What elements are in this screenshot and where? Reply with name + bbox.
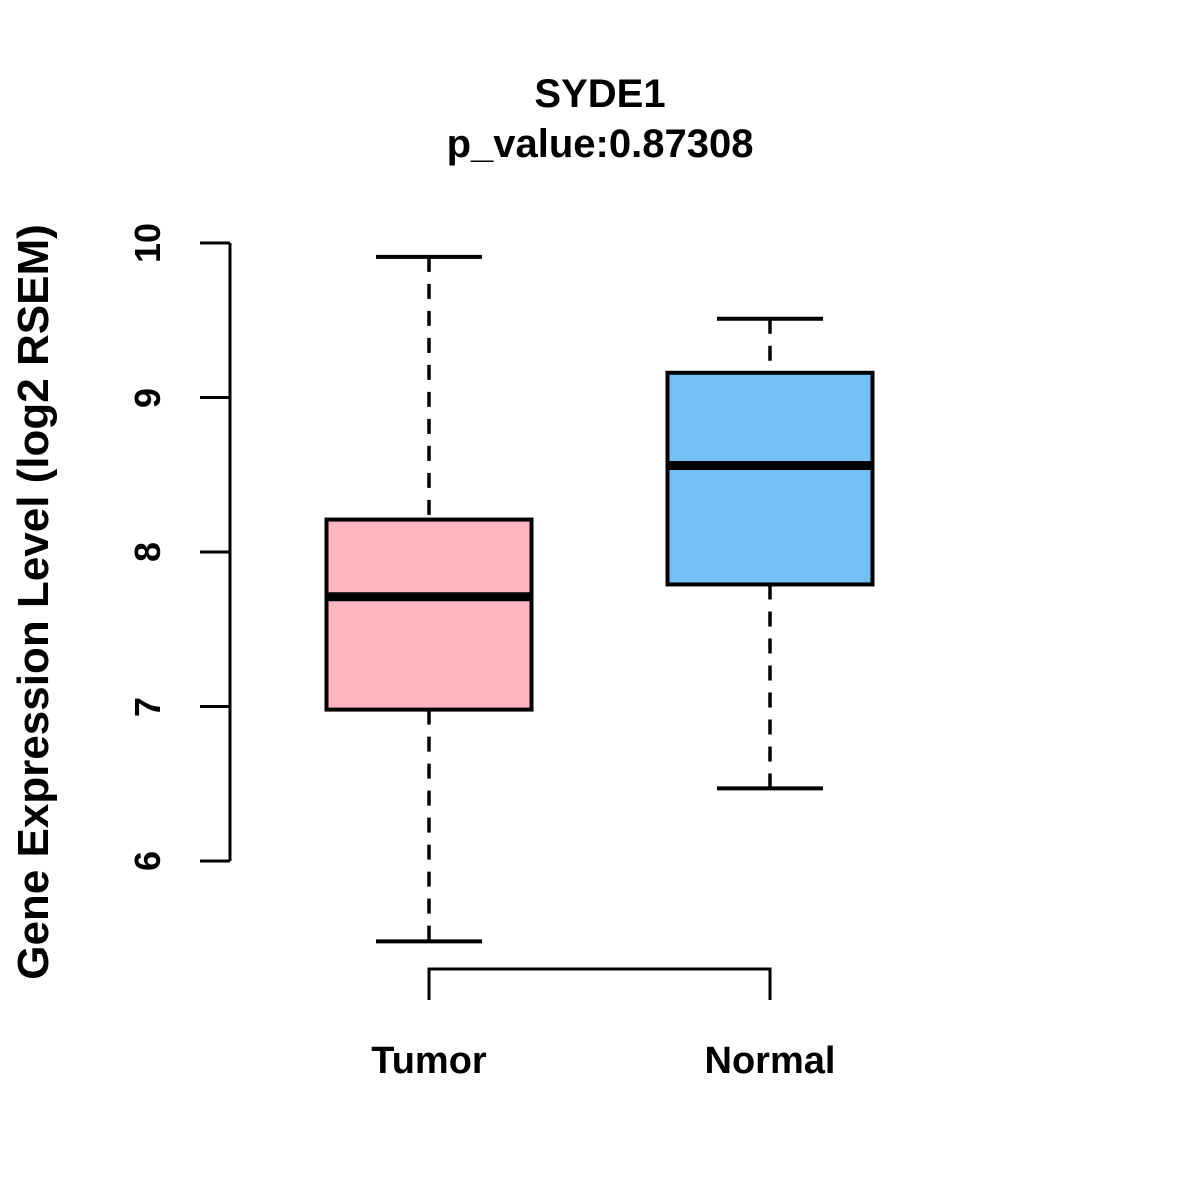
- x-label-tumor: Tumor: [371, 1040, 487, 1082]
- chart-title: SYDE1: [534, 72, 666, 116]
- y-tick-label: 6: [127, 850, 168, 872]
- y-tick-label: 9: [127, 387, 168, 408]
- y-tick-label: 8: [127, 541, 168, 563]
- y-tick-label: 7: [127, 696, 168, 717]
- y-tick-label: 10: [127, 222, 168, 264]
- box-normal: [665, 370, 875, 587]
- chart-subtitle-pvalue: p_value:0.87308: [446, 122, 754, 166]
- x-label-normal: Normal: [704, 1040, 836, 1082]
- x-axis-bracket: [427, 967, 772, 1000]
- box-tumor: [324, 517, 534, 712]
